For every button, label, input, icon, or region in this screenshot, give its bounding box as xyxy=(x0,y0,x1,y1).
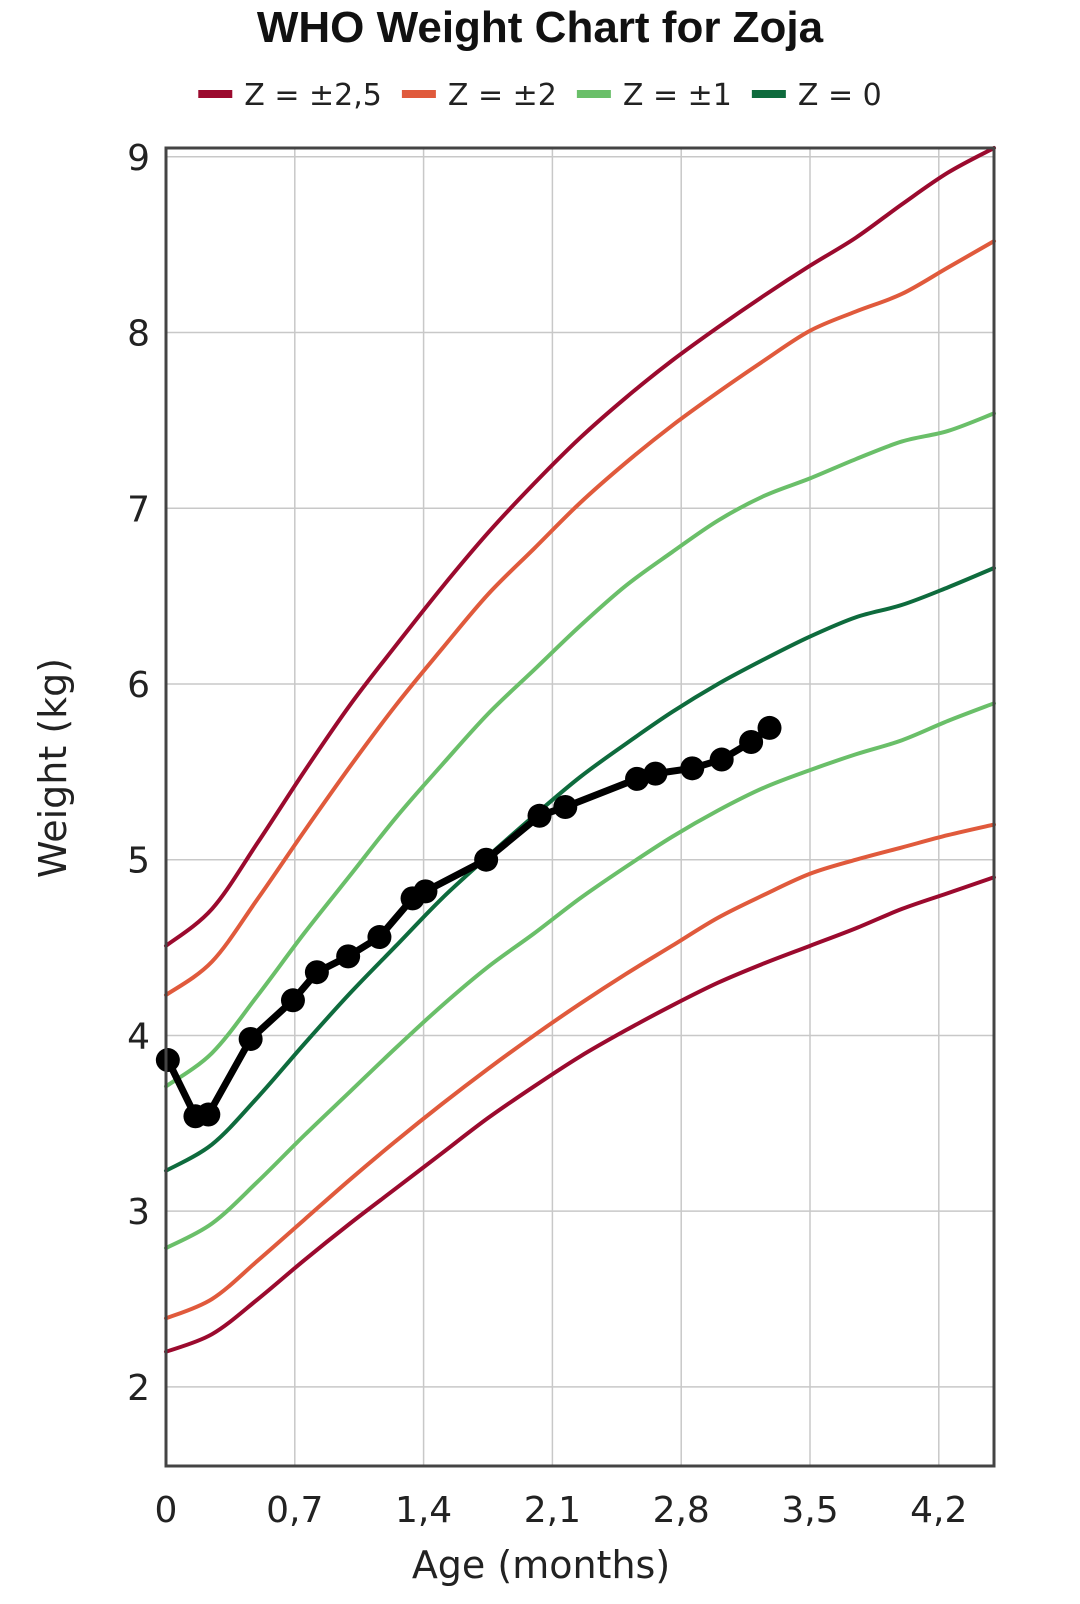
legend-label: Z = ±2 xyxy=(448,78,557,113)
measurement-point xyxy=(757,715,782,740)
measurement-point xyxy=(238,1026,263,1051)
legend-swatch xyxy=(751,90,786,98)
y-tick-label: 9 xyxy=(127,138,150,179)
reference-curve-zZ-2 xyxy=(164,822,996,1321)
measurement-point xyxy=(739,729,764,754)
y-tick-label: 6 xyxy=(127,665,150,706)
y-axis-tick-labels: 2 3 4 5 6 7 8 9 xyxy=(127,138,150,1409)
chart-legend: Z = ±2,5 Z = ±2 Z = ±1 Z = 0 xyxy=(198,78,882,113)
y-tick-label: 3 xyxy=(127,1192,150,1233)
measurement-point xyxy=(625,766,650,791)
x-tick-label: 4,2 xyxy=(910,1490,967,1531)
y-tick-label: 7 xyxy=(127,489,150,530)
chart-title: WHO Weight Chart for Zoja xyxy=(257,3,824,52)
measurement-point xyxy=(196,1102,221,1127)
measurement-point xyxy=(643,761,668,786)
x-tick-label: 1,4 xyxy=(395,1490,452,1531)
x-tick-label: 2,1 xyxy=(524,1490,581,1531)
measurement-point xyxy=(304,960,329,985)
x-tick-label: 0 xyxy=(155,1490,178,1531)
reference-curve-zZ-0 xyxy=(164,566,996,1173)
reference-curve-zZ-2 xyxy=(164,239,996,998)
measurement-line xyxy=(164,724,774,1120)
measurement-point xyxy=(709,747,734,772)
y-axis-label: Weight (kg) xyxy=(31,658,75,878)
legend-swatch xyxy=(576,90,611,98)
measurement-point xyxy=(527,803,552,828)
measurement-point xyxy=(413,879,438,904)
reference-curves xyxy=(164,146,996,1354)
measurement-point xyxy=(155,1048,180,1073)
legend-item: Z = ±1 xyxy=(576,78,732,113)
x-axis-tick-labels: 0 0,7 1,4 2,1 2,8 3,5 4,2 xyxy=(155,1490,968,1531)
measurement-point xyxy=(680,756,705,781)
legend-label: Z = 0 xyxy=(798,78,882,113)
plot-grid xyxy=(166,148,994,1466)
reference-curve-zZ-2-5 xyxy=(164,146,996,948)
x-axis-label: Age (months) xyxy=(412,1543,670,1587)
reference-curve-zZ-2-5 xyxy=(164,875,996,1354)
measurement-point xyxy=(474,847,499,872)
y-tick-label: 2 xyxy=(127,1368,150,1409)
legend-item: Z = 0 xyxy=(751,78,882,113)
x-tick-label: 2,8 xyxy=(653,1490,710,1531)
y-tick-label: 5 xyxy=(127,841,150,882)
measurement-point xyxy=(336,944,361,969)
legend-item: Z = ±2 xyxy=(401,78,557,113)
plot-frame xyxy=(164,146,996,1468)
legend-swatch xyxy=(198,90,233,98)
reference-curve-zZ-1 xyxy=(164,701,996,1251)
measurement-point xyxy=(553,795,578,819)
y-tick-label: 8 xyxy=(127,314,150,355)
legend-label: Z = ±2,5 xyxy=(244,78,382,113)
measurement-point xyxy=(280,988,305,1013)
x-tick-label: 3,5 xyxy=(781,1490,838,1531)
reference-curve-zZ-1 xyxy=(164,411,996,1089)
legend-swatch xyxy=(401,90,436,98)
measurement-point xyxy=(367,925,392,950)
legend-item: Z = ±2,5 xyxy=(198,78,382,113)
x-tick-label: 0,7 xyxy=(266,1490,323,1531)
measurement-series xyxy=(155,715,782,1129)
y-tick-label: 4 xyxy=(127,1016,150,1057)
legend-label: Z = ±1 xyxy=(623,78,732,113)
